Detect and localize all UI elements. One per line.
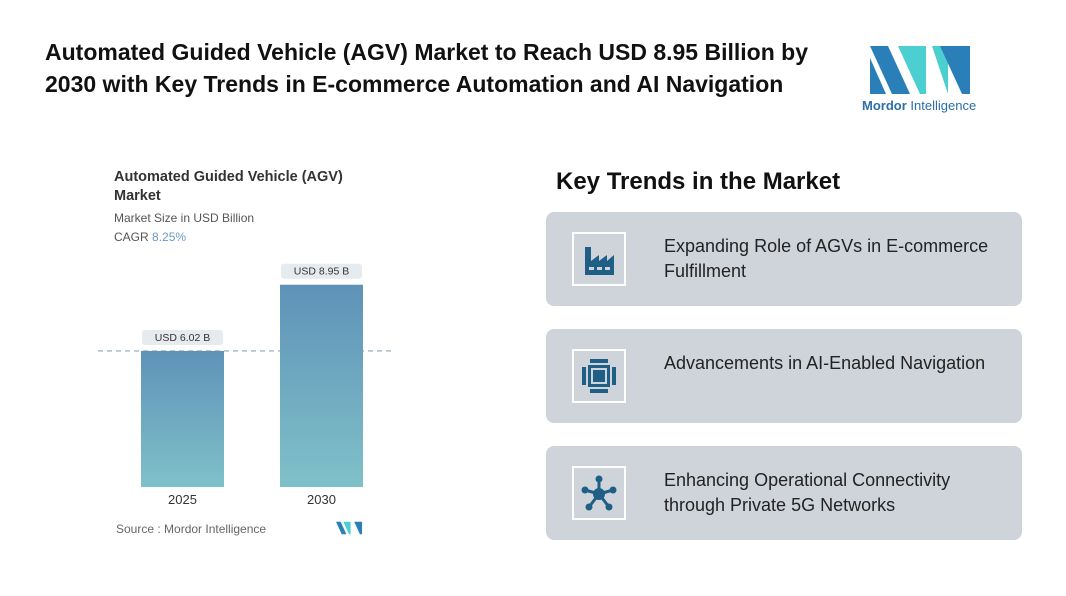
data-label-bg	[142, 329, 223, 345]
cagr-label: CAGR	[114, 230, 149, 244]
network-icon	[572, 466, 626, 520]
source-logo-icon	[336, 521, 362, 535]
trend-text: Enhancing Operational Connectivity throu…	[664, 470, 951, 515]
x-tick-label: 2030	[307, 492, 336, 507]
trend-text: Advancements in AI-Enabled Navigation	[664, 353, 986, 373]
chart-source: Source : Mordor Intelligence	[116, 522, 267, 536]
page-title: Automated Guided Vehicle (AGV) Market to…	[45, 39, 808, 97]
chart-title: Automated Guided Vehicle (AGV) Market	[114, 169, 343, 204]
trend-card-ai-navigation: Advancements in AI-Enabled Navigation	[546, 329, 1022, 423]
trend-card-private-5g: Enhancing Operational Connectivity throu…	[546, 446, 1022, 540]
data-label: USD 8.95 B	[294, 266, 349, 278]
trend-text: Expanding Role of AGVs in E-commerce Ful…	[664, 236, 989, 281]
bar-2030	[280, 284, 363, 487]
chart-subtitle: Market Size in USD Billion	[114, 211, 255, 225]
chip-icon	[572, 349, 626, 403]
chart-plot: USD 6.02 B 2025 USD 8.95 B 2030	[98, 263, 395, 507]
data-label: USD 6.02 B	[155, 332, 210, 344]
mordor-intelligence-logo: Mordor Intelligence	[862, 46, 977, 118]
logo-suffix: Intelligence	[910, 98, 977, 113]
x-tick-label: 2025	[168, 492, 197, 507]
cagr-value: 8.25%	[152, 230, 187, 244]
cagr: CAGR 8.25%	[114, 230, 186, 244]
key-trends-heading: Key Trends in the Market	[556, 168, 841, 195]
bar-2025	[141, 350, 224, 487]
factory-icon	[572, 232, 626, 286]
trend-card-ecommerce: Expanding Role of AGVs in E-commerce Ful…	[546, 212, 1022, 306]
logo-brand: Mordor	[862, 98, 907, 113]
logo-mark-icon	[870, 46, 970, 94]
market-chart: Automated Guided Vehicle (AGV) Market Ma…	[90, 160, 410, 545]
data-label-bg	[281, 263, 362, 279]
